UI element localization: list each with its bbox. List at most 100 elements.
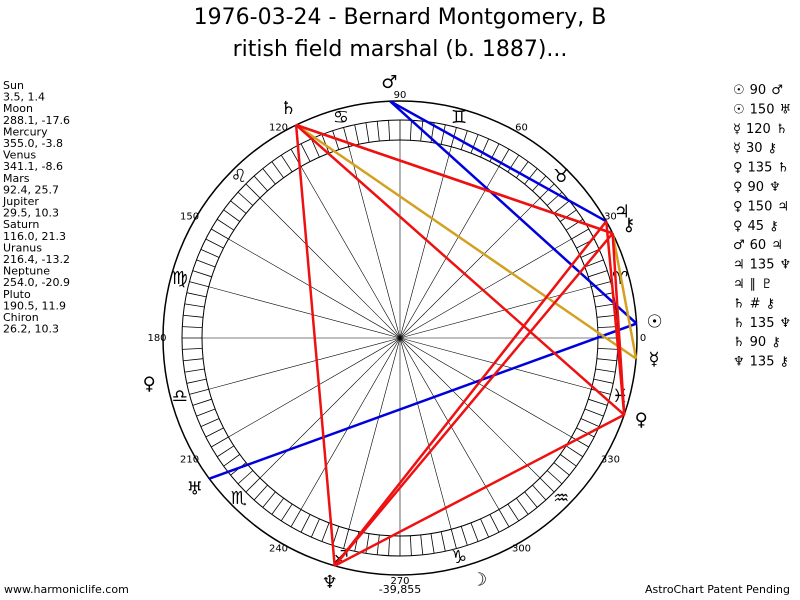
zodiac-glyph: ♉ <box>553 166 569 187</box>
aspect-p1: ☿ <box>733 121 741 136</box>
aspect-label: 60 <box>750 238 767 253</box>
zodiac-glyph: ♍ <box>172 268 188 289</box>
spoke <box>399 197 541 339</box>
ring-tick <box>237 191 254 206</box>
aspect-p2: ♆ <box>769 180 781 195</box>
footer-right: AstroChart Patent Pending <box>645 583 790 596</box>
ring-tick <box>524 168 538 185</box>
ring-tick <box>559 209 577 222</box>
ring-tick <box>280 154 293 173</box>
ring-tick <box>597 326 618 329</box>
ring-tick <box>192 398 212 406</box>
ring-tick <box>559 454 577 467</box>
planet-name: Jupiter <box>2 195 39 208</box>
aspect-p1: ☉ <box>733 83 745 98</box>
zodiac-glyph: ♋ <box>333 107 349 128</box>
ring-tick <box>354 124 360 145</box>
ring-tick <box>539 183 555 199</box>
aspect-line <box>389 100 638 325</box>
ring-tick <box>189 281 209 288</box>
degree-label: 0 <box>640 333 646 344</box>
planet-position: 92.4, 25.7 <box>3 183 59 196</box>
planet-position: 29.5, 10.3 <box>3 207 59 220</box>
aspect-p1: ♄ <box>733 315 745 330</box>
ring-tick <box>524 491 538 508</box>
aspect-label: 135 <box>748 160 773 175</box>
ring-tick <box>595 303 616 308</box>
ring-tick <box>571 228 589 240</box>
aspect-p1: ♄ <box>733 335 745 350</box>
degree-label: 60 <box>515 123 528 134</box>
bottom-value: -39,855 <box>379 583 421 596</box>
aspect-entry: ♀ 150 ♃ <box>733 199 789 214</box>
planet-glyph: ♅ <box>187 478 203 499</box>
spoke <box>300 166 401 339</box>
spoke <box>259 337 401 479</box>
planet-position: 116.0, 21.3 <box>3 230 66 243</box>
aspect-line <box>294 124 336 566</box>
ring-tick <box>290 509 302 527</box>
ring-tick <box>300 514 311 533</box>
ring-tick <box>580 418 600 428</box>
aspect-entry: ☉ 90 ♂ <box>733 83 783 98</box>
degree-label: 180 <box>147 333 166 344</box>
aspect-line <box>611 233 626 415</box>
degree-label: 90 <box>394 90 407 101</box>
aspect-entry: ☉ 150 ♅ <box>733 102 791 117</box>
spoke <box>399 166 500 339</box>
ring-tick <box>237 470 254 485</box>
ring-tick <box>440 531 446 552</box>
planet-glyph: ☽ <box>471 569 487 590</box>
ring-tick <box>216 445 235 458</box>
ring-tick <box>332 130 340 150</box>
planet-name: Venus <box>3 149 36 162</box>
ring-tick <box>480 518 490 538</box>
ring-tick <box>271 161 284 179</box>
ring-tick <box>365 122 370 143</box>
ring-tick <box>539 477 555 493</box>
aspect-p2: ♆ <box>779 315 791 330</box>
aspect-entry: ♀ 45 ⚷ <box>733 218 779 233</box>
degree-label: 240 <box>269 543 288 554</box>
aspect-line <box>334 413 625 567</box>
ring-tick <box>498 509 510 527</box>
aspect-label: 90 <box>748 180 765 195</box>
zodiac-glyph: ♒ <box>553 488 569 509</box>
aspect-label: 135 <box>750 354 775 369</box>
ring-tick <box>532 484 547 501</box>
ring-tick <box>245 183 261 199</box>
ring-tick <box>430 533 435 554</box>
planet-position: 288.1, -17.6 <box>3 114 70 127</box>
aspect-entry: ♃ 135 ♆ <box>733 257 791 272</box>
ring-tick <box>310 138 320 158</box>
aspect-entry: ♀ 135 ♄ <box>733 160 789 175</box>
ring-tick <box>200 248 220 258</box>
aspect-label: 30 <box>746 141 763 156</box>
ring-tick <box>460 526 468 546</box>
aspect-entry: ♄ 90 ⚷ <box>733 335 781 350</box>
ring-tick <box>553 200 570 214</box>
zodiac-glyph: ♑ <box>451 547 467 568</box>
planet-name: Neptune <box>3 265 50 278</box>
ring-tick <box>576 427 595 438</box>
planet-position: 355.0, -3.8 <box>3 137 63 150</box>
aspect-label: ∥ <box>750 277 757 292</box>
aspect-entry: ♄ 135 ♆ <box>733 315 791 330</box>
ring-tick <box>580 248 600 258</box>
ring-tick <box>271 497 284 515</box>
aspect-p1: ♂ <box>733 238 745 253</box>
planet-glyph: ♂ <box>381 72 397 93</box>
spoke <box>399 146 452 339</box>
ring-tick <box>262 168 276 185</box>
ring-tick <box>553 462 570 476</box>
ring-tick <box>507 154 520 173</box>
aspect-label: 150 <box>750 102 775 117</box>
spoke <box>399 337 500 510</box>
aspect-line <box>295 123 614 235</box>
ring-tick <box>310 518 320 538</box>
aspect-p1: ♃ <box>733 257 745 272</box>
planet-glyph: ♆ <box>322 572 338 593</box>
aspect-line <box>333 232 614 567</box>
aspect-p1: ♀ <box>733 160 743 175</box>
